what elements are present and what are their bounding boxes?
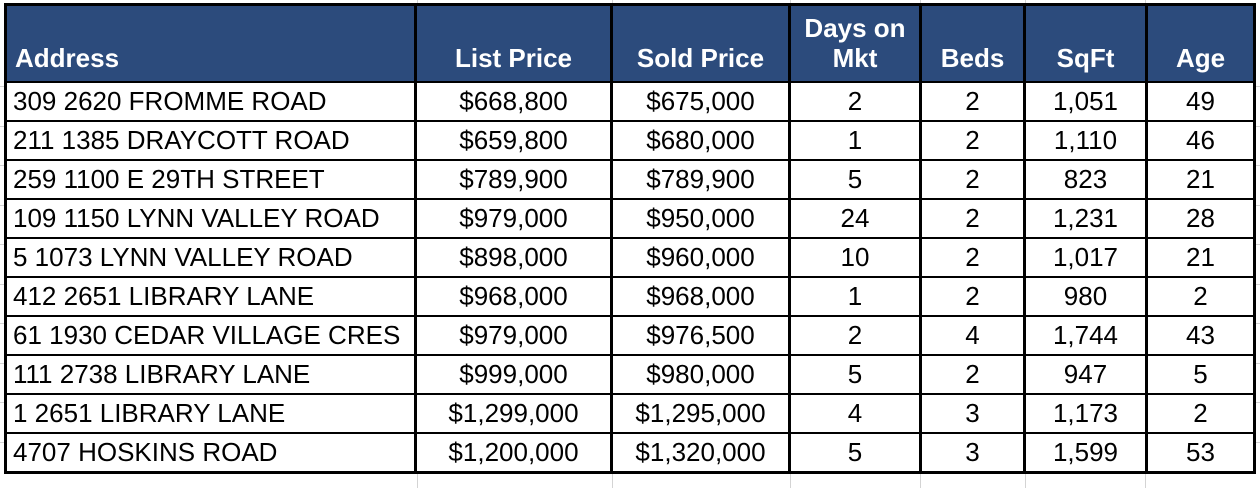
cell-age[interactable]: 46 <box>1145 119 1256 161</box>
cell-sqft[interactable]: 1,744 <box>1023 314 1148 356</box>
cell-address[interactable]: 111 2738 LIBRARY LANE <box>4 353 417 395</box>
table-row[interactable]: 111 2738 LIBRARY LANE $999,000 $980,000 5 2 9… <box>4 353 1256 395</box>
col-header-days-on-mkt[interactable]: Days on Mkt <box>788 3 922 83</box>
col-header-beds[interactable]: Beds <box>919 3 1026 83</box>
cell-days-on-mkt[interactable]: 10 <box>788 236 922 278</box>
cell-sqft[interactable]: 1,017 <box>1023 236 1148 278</box>
table-body: 309 2620 FROMME ROAD $668,800 $675,000 2 2 1,… <box>4 80 1256 474</box>
table-row[interactable]: 412 2651 LIBRARY LANE $968,000 $968,000 1 2 9… <box>4 275 1256 317</box>
cell-beds[interactable]: 3 <box>919 392 1026 434</box>
table-row[interactable]: 211 1385 DRAYCOTT ROAD $659,800 $680,000 1 2… <box>4 119 1256 161</box>
cell-beds[interactable]: 2 <box>919 119 1026 161</box>
cell-sqft[interactable]: 1,051 <box>1023 80 1148 122</box>
cell-address[interactable]: 259 1100 E 29TH STREET <box>4 158 417 200</box>
cell-days-on-mkt[interactable]: 4 <box>788 392 922 434</box>
cell-age[interactable]: 21 <box>1145 158 1256 200</box>
cell-sold-price[interactable]: $675,000 <box>610 80 791 122</box>
cell-list-price[interactable]: $789,900 <box>414 158 613 200</box>
cell-beds[interactable]: 2 <box>919 275 1026 317</box>
cell-age[interactable]: 28 <box>1145 197 1256 239</box>
table-row[interactable]: 109 1150 LYNN VALLEY ROAD $979,000 $950,00… <box>4 197 1256 239</box>
cell-sqft[interactable]: 980 <box>1023 275 1148 317</box>
cell-days-on-mkt[interactable]: 5 <box>788 353 922 395</box>
cell-beds[interactable]: 4 <box>919 314 1026 356</box>
cell-address[interactable]: 1 2651 LIBRARY LANE <box>4 392 417 434</box>
cell-age[interactable]: 21 <box>1145 236 1256 278</box>
cell-sold-price[interactable]: $680,000 <box>610 119 791 161</box>
cell-address[interactable]: 61 1930 CEDAR VILLAGE CRES <box>4 314 417 356</box>
cell-sold-price[interactable]: $968,000 <box>610 275 791 317</box>
cell-address[interactable]: 309 2620 FROMME ROAD <box>4 80 417 122</box>
cell-sold-price[interactable]: $960,000 <box>610 236 791 278</box>
col-header-sqft[interactable]: SqFt <box>1023 3 1148 83</box>
cell-sold-price[interactable]: $950,000 <box>610 197 791 239</box>
cell-days-on-mkt[interactable]: 5 <box>788 431 922 474</box>
cell-age[interactable]: 53 <box>1145 431 1256 474</box>
cell-sold-price[interactable]: $1,320,000 <box>610 431 791 474</box>
cell-list-price[interactable]: $1,200,000 <box>414 431 613 474</box>
cell-list-price[interactable]: $898,000 <box>414 236 613 278</box>
cell-age[interactable]: 2 <box>1145 392 1256 434</box>
table-row[interactable]: 259 1100 E 29TH STREET $789,900 $789,900 5 2… <box>4 158 1256 200</box>
table-row[interactable]: 309 2620 FROMME ROAD $668,800 $675,000 2 2 1,… <box>4 80 1256 122</box>
header-row: Address List Price Sold Price Days on Mk… <box>4 3 1256 83</box>
cell-beds[interactable]: 3 <box>919 431 1026 474</box>
cell-list-price[interactable]: $968,000 <box>414 275 613 317</box>
cell-age[interactable]: 43 <box>1145 314 1256 356</box>
cell-list-price[interactable]: $999,000 <box>414 353 613 395</box>
table-row[interactable]: 5 1073 LYNN VALLEY ROAD $898,000 $960,000 1… <box>4 236 1256 278</box>
col-header-age[interactable]: Age <box>1145 3 1256 83</box>
table-row[interactable]: 4707 HOSKINS ROAD $1,200,000 $1,320,000 5 3 1… <box>4 431 1256 474</box>
table-row[interactable]: 1 2651 LIBRARY LANE $1,299,000 $1,295,000 4… <box>4 392 1256 434</box>
cell-beds[interactable]: 2 <box>919 353 1026 395</box>
cell-beds[interactable]: 2 <box>919 80 1026 122</box>
cell-sqft[interactable]: 1,173 <box>1023 392 1148 434</box>
cell-days-on-mkt[interactable]: 2 <box>788 80 922 122</box>
cell-sold-price[interactable]: $980,000 <box>610 353 791 395</box>
cell-sold-price[interactable]: $789,900 <box>610 158 791 200</box>
cell-list-price[interactable]: $979,000 <box>414 197 613 239</box>
col-header-address[interactable]: Address <box>4 3 417 83</box>
cell-beds[interactable]: 2 <box>919 158 1026 200</box>
listings-table-container: Address List Price Sold Price Days on Mk… <box>4 3 1256 474</box>
cell-age[interactable]: 5 <box>1145 353 1256 395</box>
cell-sqft[interactable]: 823 <box>1023 158 1148 200</box>
cell-sqft[interactable]: 947 <box>1023 353 1148 395</box>
cell-age[interactable]: 2 <box>1145 275 1256 317</box>
cell-sqft[interactable]: 1,110 <box>1023 119 1148 161</box>
table-row[interactable]: 61 1930 CEDAR VILLAGE CRES $979,000 $976,5… <box>4 314 1256 356</box>
cell-address[interactable]: 412 2651 LIBRARY LANE <box>4 275 417 317</box>
cell-days-on-mkt[interactable]: 2 <box>788 314 922 356</box>
cell-sqft[interactable]: 1,231 <box>1023 197 1148 239</box>
cell-beds[interactable]: 2 <box>919 197 1026 239</box>
cell-address[interactable]: 109 1150 LYNN VALLEY ROAD <box>4 197 417 239</box>
cell-days-on-mkt[interactable]: 1 <box>788 275 922 317</box>
cell-list-price[interactable]: $979,000 <box>414 314 613 356</box>
cell-age[interactable]: 49 <box>1145 80 1256 122</box>
cell-days-on-mkt[interactable]: 1 <box>788 119 922 161</box>
col-header-sold-price[interactable]: Sold Price <box>610 3 791 83</box>
cell-list-price[interactable]: $659,800 <box>414 119 613 161</box>
cell-days-on-mkt[interactable]: 5 <box>788 158 922 200</box>
cell-beds[interactable]: 2 <box>919 236 1026 278</box>
cell-list-price[interactable]: $668,800 <box>414 80 613 122</box>
table-header: Address List Price Sold Price Days on Mk… <box>4 3 1256 83</box>
cell-days-on-mkt[interactable]: 24 <box>788 197 922 239</box>
cell-list-price[interactable]: $1,299,000 <box>414 392 613 434</box>
cell-sold-price[interactable]: $976,500 <box>610 314 791 356</box>
col-header-list-price[interactable]: List Price <box>414 3 613 83</box>
listings-table: Address List Price Sold Price Days on Mk… <box>4 3 1256 474</box>
cell-sold-price[interactable]: $1,295,000 <box>610 392 791 434</box>
cell-address[interactable]: 211 1385 DRAYCOTT ROAD <box>4 119 417 161</box>
cell-address[interactable]: 4707 HOSKINS ROAD <box>4 431 417 474</box>
cell-sqft[interactable]: 1,599 <box>1023 431 1148 474</box>
cell-address[interactable]: 5 1073 LYNN VALLEY ROAD <box>4 236 417 278</box>
